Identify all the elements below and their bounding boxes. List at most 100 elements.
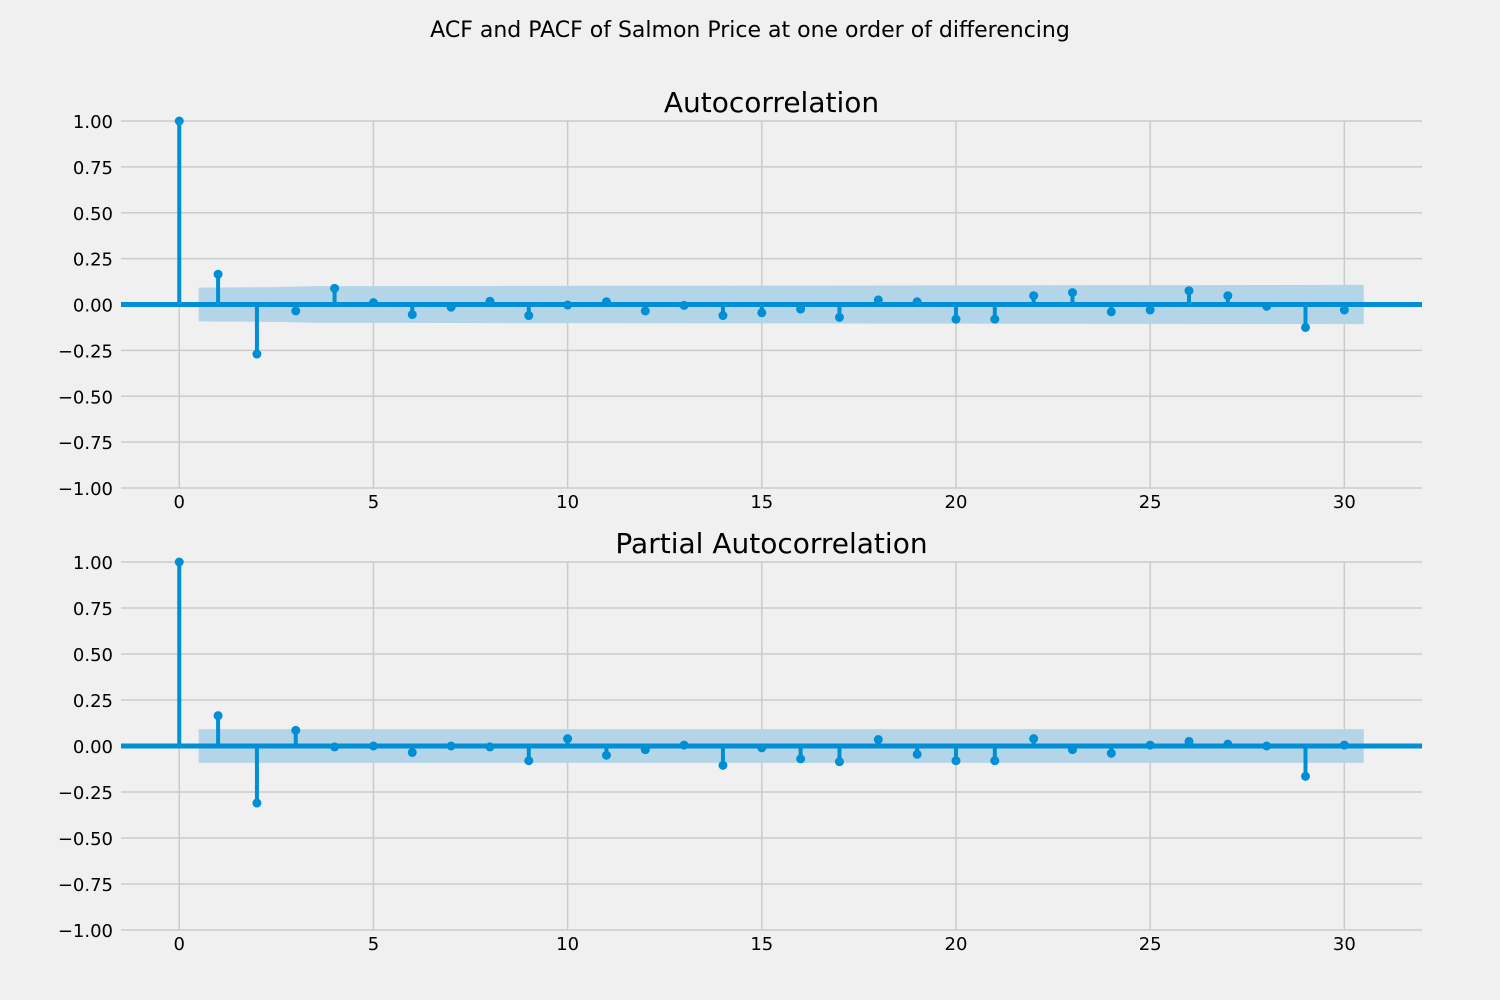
y-tick-label: 0.00: [73, 296, 113, 317]
stem-marker: [912, 297, 922, 307]
stem-marker: [330, 283, 340, 293]
stem-marker: [252, 798, 262, 808]
axes-title: Autocorrelation: [664, 86, 879, 119]
stem-marker: [757, 308, 767, 318]
y-tick-label: 1.00: [73, 553, 113, 574]
stem-marker: [640, 745, 650, 755]
stem-marker: [291, 306, 301, 316]
stem-marker: [1106, 307, 1116, 317]
y-tick-label: −0.50: [58, 387, 113, 408]
stem-marker: [524, 756, 534, 766]
x-tick-label: 25: [1139, 934, 1162, 955]
x-tick-label: 15: [750, 492, 773, 513]
y-tick-label: −0.50: [58, 829, 113, 850]
stem-marker: [873, 735, 883, 745]
stem-marker: [1300, 322, 1310, 332]
stem-marker: [834, 757, 844, 767]
stem-marker: [1339, 740, 1349, 750]
stem-marker: [679, 300, 689, 310]
stem-marker: [1067, 288, 1077, 298]
stem-marker: [1262, 301, 1272, 311]
y-tick-label: −1.00: [58, 479, 113, 500]
stem-marker: [640, 306, 650, 316]
stem-marker: [368, 741, 378, 751]
stem-marker: [834, 312, 844, 322]
stem-marker: [601, 297, 611, 307]
y-tick-label: −0.75: [58, 433, 113, 454]
stem-marker: [1184, 286, 1194, 296]
acf-axes: Autocorrelation 1.00 0.75 0.50 0.25 0.00 −0.25…: [58, 86, 1422, 513]
stem-marker: [912, 749, 922, 759]
stem-marker: [213, 269, 223, 279]
stem-marker: [252, 349, 262, 359]
y-tick-label: 0.00: [73, 737, 113, 758]
stem-marker: [1223, 291, 1233, 301]
stem-marker: [446, 302, 456, 312]
x-tick-label: 5: [368, 934, 379, 955]
y-tick-label: 0.75: [73, 599, 113, 620]
stem-marker: [757, 743, 767, 753]
stem-marker: [563, 300, 573, 310]
stem-marker: [718, 311, 728, 321]
x-tick-label: 0: [174, 492, 185, 513]
stem-marker: [951, 756, 961, 766]
stem-marker: [990, 314, 1000, 324]
x-tick-label: 10: [556, 492, 579, 513]
x-tick-label: 30: [1333, 492, 1356, 513]
x-tick-label: 10: [556, 934, 579, 955]
stem-marker: [873, 295, 883, 305]
y-tick-label: −0.25: [58, 783, 113, 804]
stem-marker: [1145, 305, 1155, 315]
stem-marker: [796, 304, 806, 314]
stem-marker: [485, 296, 495, 306]
stem-marker: [951, 314, 961, 324]
stem-marker: [485, 742, 495, 752]
stem-marker: [1106, 748, 1116, 758]
stem-marker: [1029, 291, 1039, 301]
x-tick-label: 5: [368, 492, 379, 513]
y-tick-label: 1.00: [73, 112, 113, 133]
stem-marker: [1029, 734, 1039, 744]
x-tick-label: 0: [174, 934, 185, 955]
y-tick-label: 0.25: [73, 691, 113, 712]
stem-marker: [1262, 741, 1272, 751]
stem-marker: [601, 750, 611, 760]
pacf-axes: Partial Autocorrelation 1.00 0.75 0.50 0.25 0…: [58, 527, 1422, 955]
stem-marker: [291, 725, 301, 735]
x-tick-label: 15: [750, 934, 773, 955]
stem-marker: [1339, 305, 1349, 315]
stem-marker: [1223, 739, 1233, 749]
stem-marker: [1300, 771, 1310, 781]
y-tick-label: 0.25: [73, 250, 113, 271]
stem-marker: [407, 310, 417, 320]
stem-marker: [1067, 745, 1077, 755]
stem-marker: [990, 756, 1000, 766]
stem-marker: [330, 742, 340, 752]
stem-marker: [1184, 736, 1194, 746]
x-tick-label: 25: [1139, 492, 1162, 513]
y-tick-label: −1.00: [58, 921, 113, 942]
y-tick-label: −0.75: [58, 875, 113, 896]
y-tick-label: 0.75: [73, 158, 113, 179]
x-tick-label: 20: [945, 934, 968, 955]
stem-marker: [446, 741, 456, 751]
stem-marker: [1145, 740, 1155, 750]
axes-title: Partial Autocorrelation: [615, 527, 927, 560]
y-tick-label: 0.50: [73, 204, 113, 225]
stem-marker: [718, 760, 728, 770]
stem-marker: [524, 311, 534, 321]
stem-marker: [796, 754, 806, 764]
stem-marker: [563, 734, 573, 744]
stem-marker: [407, 747, 417, 757]
stem-marker: [174, 557, 184, 567]
y-tick-label: 0.50: [73, 645, 113, 666]
stem-marker: [679, 740, 689, 750]
stem-marker: [174, 116, 184, 126]
figure-suptitle: ACF and PACF of Salmon Price at one orde…: [430, 18, 1070, 43]
y-tick-label: −0.25: [58, 341, 113, 362]
stem-marker: [213, 711, 223, 721]
stem-marker: [368, 298, 378, 308]
x-tick-label: 30: [1333, 934, 1356, 955]
x-tick-label: 20: [945, 492, 968, 513]
